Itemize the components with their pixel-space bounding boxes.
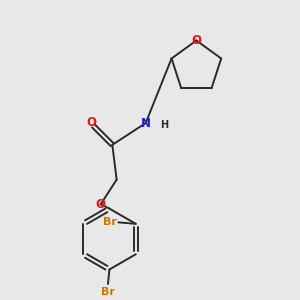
Text: N: N <box>141 117 151 130</box>
Text: Br: Br <box>101 287 115 297</box>
Text: O: O <box>86 116 96 129</box>
Text: O: O <box>96 198 106 211</box>
Text: H: H <box>160 119 169 130</box>
Text: Br: Br <box>103 218 117 227</box>
Text: O: O <box>191 34 201 47</box>
